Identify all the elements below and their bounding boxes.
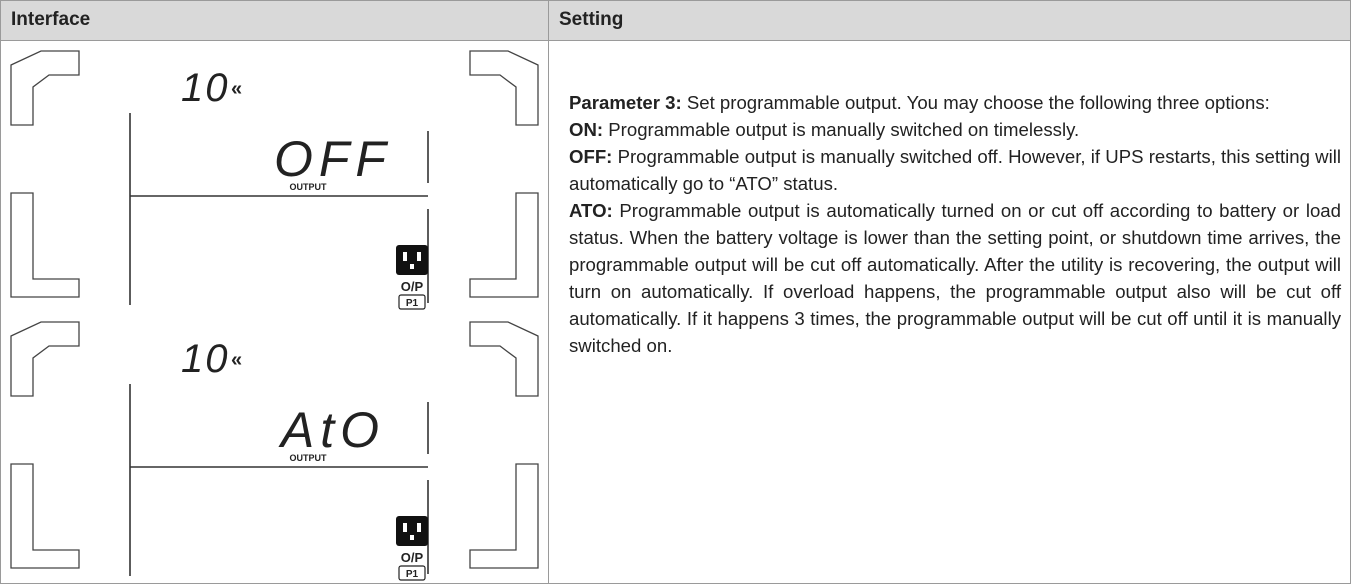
lcd-segment <box>469 192 539 298</box>
paragraph-lead: ATO: <box>569 200 613 221</box>
lcd-display: OFF <box>274 131 392 187</box>
outlet-label: O/P <box>401 550 424 565</box>
header-text: Setting <box>559 9 624 30</box>
outlet-hole <box>410 264 414 269</box>
paragraph-text: Set programmable output. You may choose … <box>681 92 1270 113</box>
lcd-segment <box>469 50 539 126</box>
paragraph-text: Programmable output is manually switched… <box>569 146 1341 194</box>
paragraph: OFF: Programmable output is manually swi… <box>569 143 1341 197</box>
lcd-label: OUTPUT <box>290 453 328 463</box>
interface-cell: 10 «OFF OUTPUT O/P P1 10 «AtO OUTPUT O/P P1 <box>0 40 549 584</box>
outlet-label: O/P <box>401 279 424 294</box>
lcd-segment <box>469 321 539 397</box>
header-text: Interface <box>11 9 91 30</box>
outlet-hole <box>410 535 414 540</box>
paragraph-lead: ON: <box>569 119 604 140</box>
lcd-segment <box>10 321 80 397</box>
header-cell: Setting <box>548 0 1351 41</box>
paragraph: ON: Programmable output is manually swit… <box>569 116 1341 143</box>
program-label: P1 <box>406 569 419 580</box>
outlet-icon <box>396 516 428 546</box>
paragraph: Parameter 3: Set programmable output. Yo… <box>569 89 1341 116</box>
program-box <box>398 294 426 310</box>
header-cell: Interface <box>0 0 549 41</box>
paragraph: ATO: Programmable output is automaticall… <box>569 197 1341 359</box>
lcd-display: AtO <box>278 402 385 458</box>
setting-text: Parameter 3: Set programmable output. Yo… <box>569 89 1341 359</box>
paragraph-text: Programmable output is manually switched… <box>603 119 1080 140</box>
lcd-number: 10 <box>181 66 230 110</box>
paragraph-lead: Parameter 3: <box>569 92 682 113</box>
program-label: P1 <box>406 298 419 309</box>
lcd-arrow: « <box>231 78 242 100</box>
setting-cell: Parameter 3: Set programmable output. Yo… <box>548 40 1351 584</box>
lcd-label: OUTPUT <box>290 182 328 192</box>
outlet-hole <box>417 252 421 261</box>
paragraph-lead: OFF: <box>569 146 613 167</box>
lcd-number: 10 <box>181 337 230 381</box>
lcd-segment <box>469 463 539 569</box>
outlet-hole <box>403 252 407 261</box>
lcd-segment <box>10 50 80 126</box>
outlet-hole <box>403 523 407 532</box>
lcd-arrow: « <box>231 349 242 371</box>
lcd-segment <box>10 192 80 298</box>
program-box <box>398 565 426 581</box>
paragraph-text: Programmable output is automatically tur… <box>569 200 1341 356</box>
outlet-icon <box>396 245 428 275</box>
lcd-segment <box>10 463 80 569</box>
outlet-hole <box>417 523 421 532</box>
